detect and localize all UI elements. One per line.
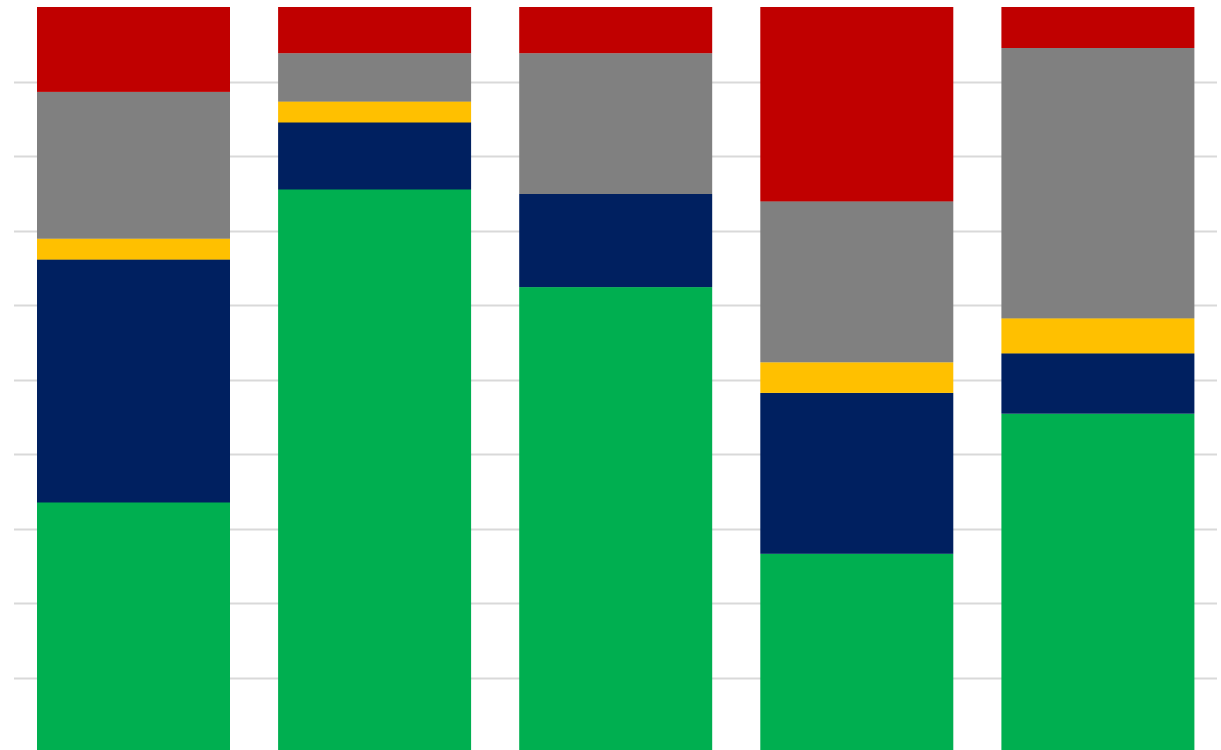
bar-segment-series-3-bar-2 — [278, 101, 472, 123]
bar-segment-series-1-bar-5 — [1001, 413, 1195, 750]
bar-segment-series-1-bar-4 — [760, 553, 954, 750]
bar-stack-4 — [760, 7, 954, 750]
bar-segment-series-5-bar-4 — [760, 7, 954, 202]
bar-segment-series-2-bar-3 — [519, 194, 713, 288]
bar-segment-series-1-bar-1 — [37, 502, 230, 750]
bar-segment-series-5-bar-2 — [278, 7, 472, 54]
bar-stack-5 — [1001, 7, 1195, 750]
bars — [37, 7, 1195, 750]
bar-segment-series-3-bar-5 — [1001, 318, 1195, 354]
bar-segment-series-5-bar-3 — [519, 7, 713, 54]
bar-segment-series-4-bar-3 — [519, 53, 713, 195]
bar-segment-series-2-bar-5 — [1001, 353, 1195, 414]
bar-segment-series-1-bar-3 — [519, 287, 713, 750]
bar-segment-series-3-bar-4 — [760, 362, 954, 393]
bar-segment-series-2-bar-2 — [278, 122, 472, 190]
bar-segment-series-2-bar-1 — [37, 259, 230, 503]
bar-segment-series-4-bar-2 — [278, 53, 472, 102]
bar-segment-series-4-bar-1 — [37, 91, 230, 239]
bar-segment-series-3-bar-1 — [37, 238, 230, 260]
bar-segment-series-4-bar-5 — [1001, 48, 1195, 319]
bar-segment-series-2-bar-4 — [760, 392, 954, 554]
bar-segment-series-1-bar-2 — [278, 189, 472, 750]
bar-segment-series-5-bar-1 — [37, 7, 230, 92]
bar-segment-series-4-bar-4 — [760, 201, 954, 363]
bar-stack-2 — [278, 7, 472, 750]
bar-stack-1 — [37, 7, 230, 750]
bar-stack-3 — [519, 7, 713, 750]
bar-segment-series-5-bar-5 — [1001, 7, 1195, 48]
